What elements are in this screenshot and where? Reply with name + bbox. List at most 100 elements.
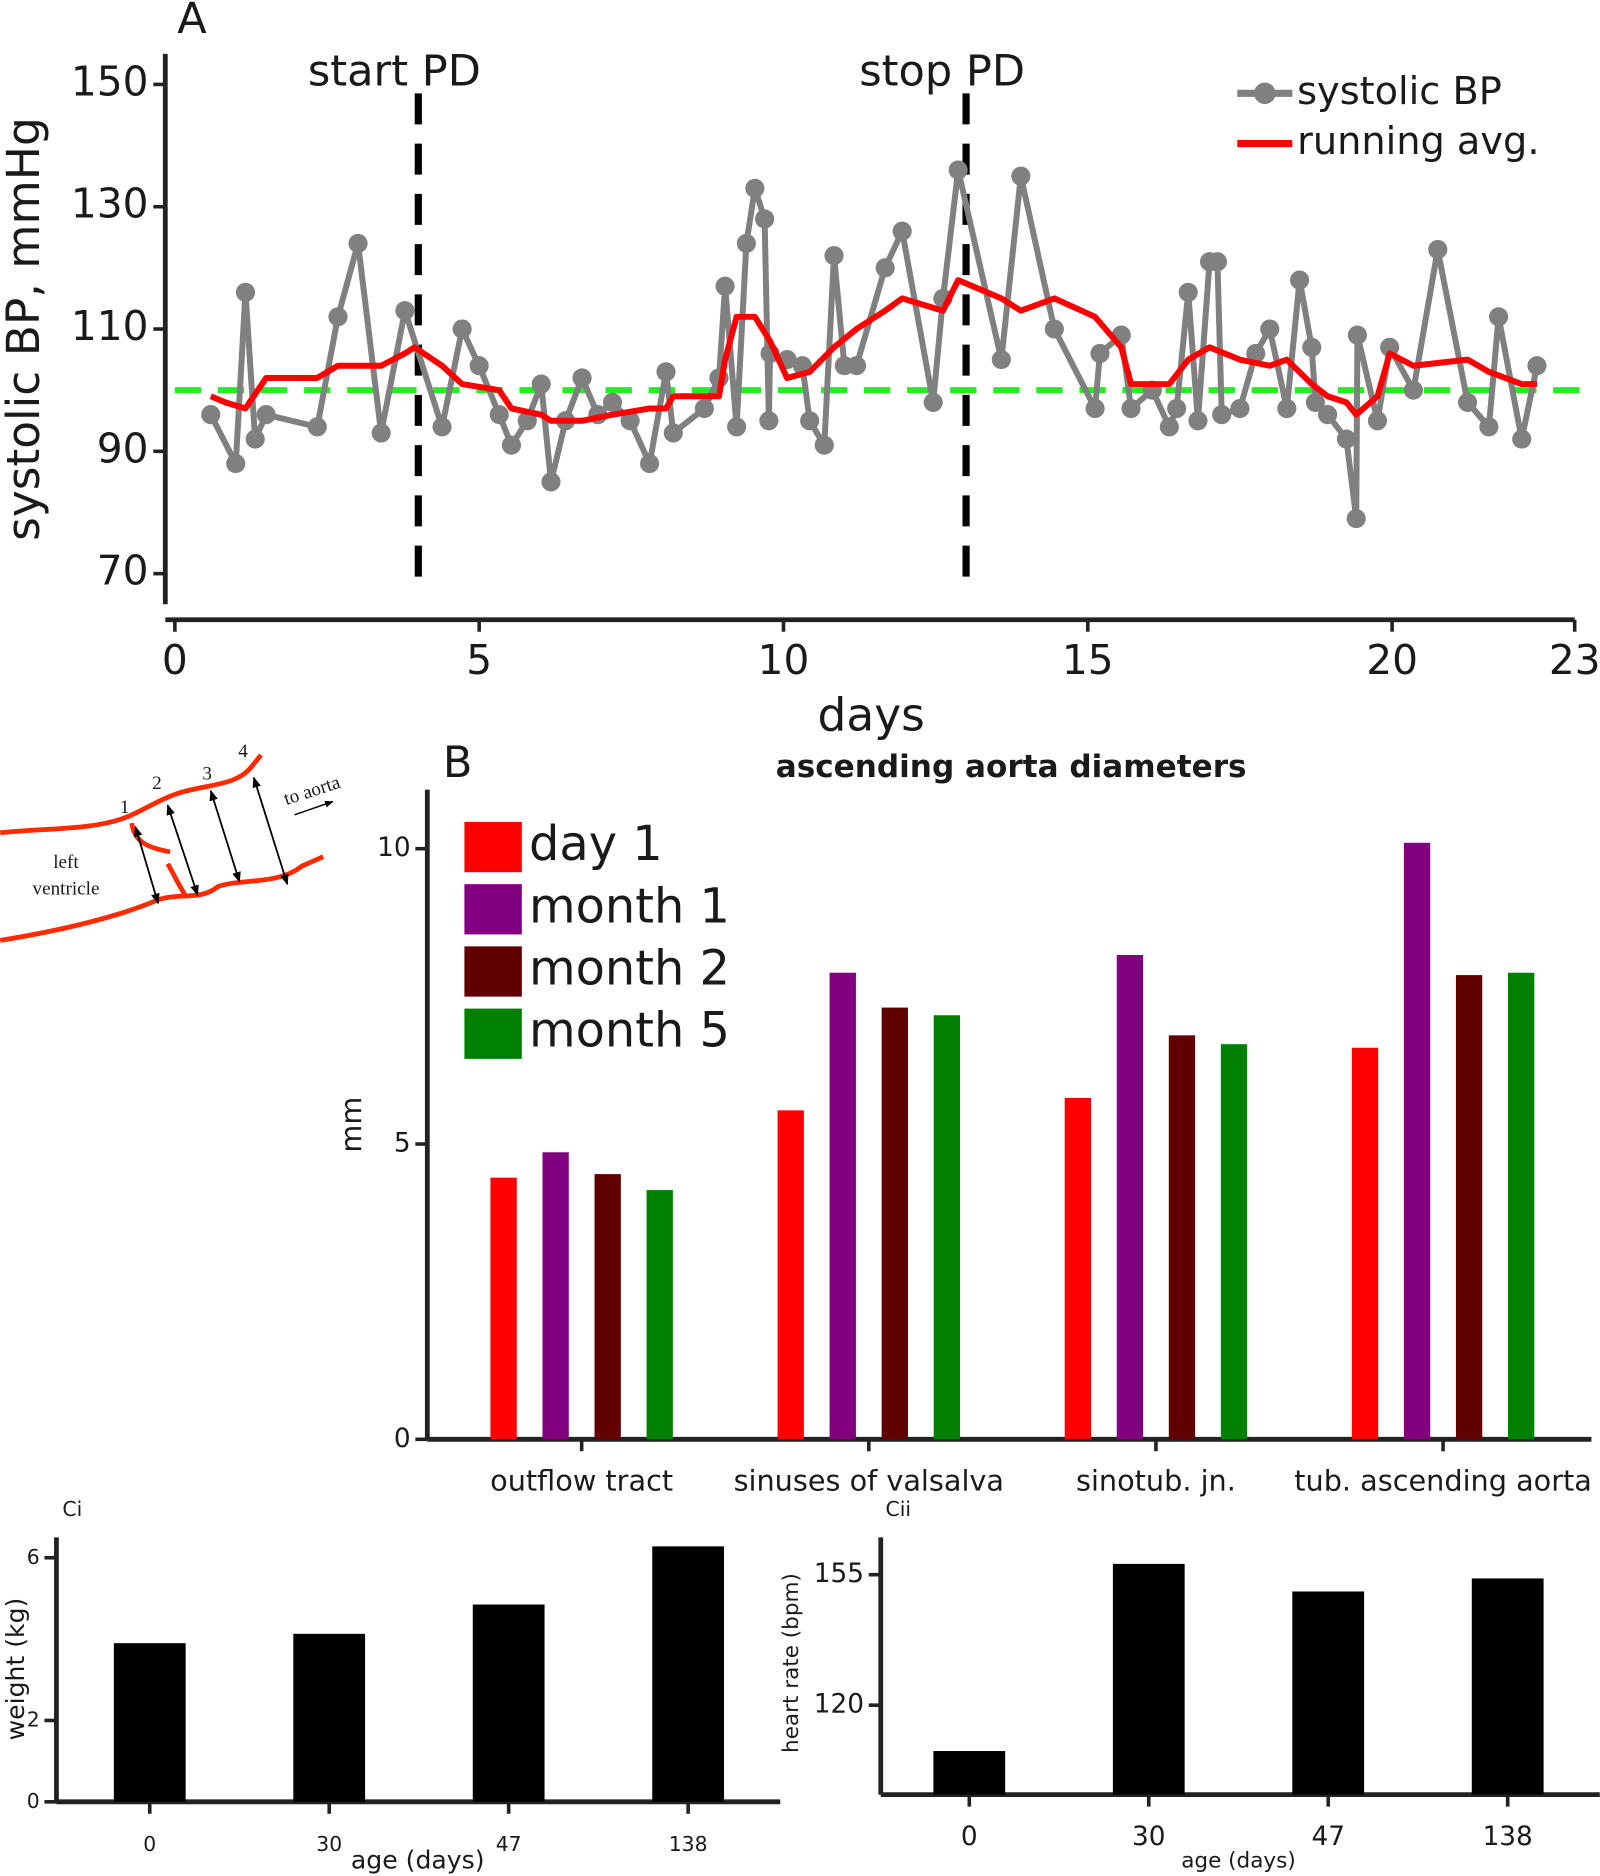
y-tick-label: 6	[27, 1545, 40, 1569]
data-point	[1428, 239, 1448, 260]
data-point	[1457, 392, 1478, 412]
data-point	[371, 423, 391, 443]
segment-number: 2	[152, 773, 162, 794]
x-tick-label: 23	[1549, 636, 1600, 684]
data-point	[1336, 429, 1357, 449]
y-tick-label: 120	[814, 1690, 864, 1720]
data-point	[755, 209, 775, 229]
x-axis-label: age (days)	[1181, 1849, 1296, 1874]
y-tick-label: 150	[71, 57, 149, 105]
data-point	[489, 405, 509, 425]
bar	[1292, 1591, 1365, 1795]
data-point	[1302, 337, 1322, 357]
data-point	[201, 405, 221, 425]
bar	[881, 1007, 908, 1440]
bar	[652, 1546, 725, 1802]
legend-swatch	[464, 821, 522, 873]
data-point	[875, 258, 895, 278]
panel-label: Ci	[62, 1497, 82, 1521]
x-tick-label: sinuses of valsalva	[734, 1463, 1004, 1497]
data-point	[501, 435, 522, 455]
measure-arrow	[134, 825, 160, 905]
y-axis-label: weight (kg)	[1, 1598, 30, 1741]
panel-label: B	[443, 738, 473, 788]
x-tick-label: 5	[466, 636, 492, 684]
x-tick-label: 15	[1062, 636, 1114, 684]
x-tick-label: 20	[1366, 636, 1418, 684]
segment-number: 3	[202, 764, 212, 785]
data-point	[948, 160, 968, 180]
data-point	[1246, 343, 1266, 364]
data-point	[1207, 252, 1228, 272]
data-point	[245, 429, 265, 449]
legend-label: month 2	[529, 942, 730, 997]
bar	[1471, 1578, 1544, 1795]
x-tick-label: sinotub. jn.	[1076, 1463, 1236, 1497]
y-axis-label: mm	[334, 1097, 368, 1153]
x-tick-label: 0	[162, 636, 188, 684]
data-point	[1277, 398, 1297, 419]
direction-arrow	[294, 800, 334, 816]
data-point	[640, 453, 660, 474]
data-point	[1290, 270, 1310, 290]
panel-label: A	[177, 0, 207, 44]
data-point	[1260, 319, 1280, 339]
segment-number: 4	[238, 741, 248, 762]
bar	[594, 1174, 621, 1440]
legend-label: day 1	[529, 817, 663, 872]
x-tick-label: 0	[143, 1832, 156, 1856]
y-axis-label: systolic BP, mmHg	[0, 117, 50, 541]
chart-title: ascending aorta diameters	[776, 749, 1247, 785]
data-point	[328, 307, 348, 327]
data-point	[759, 411, 779, 431]
data-point	[736, 233, 756, 253]
bar	[646, 1190, 673, 1440]
bar	[933, 1751, 1006, 1795]
data-point	[663, 423, 683, 443]
legend-swatch	[464, 1008, 522, 1059]
legend-swatch	[464, 946, 522, 997]
data-point	[814, 435, 834, 455]
panel-label: Cii	[886, 1497, 912, 1521]
bar	[1351, 1047, 1379, 1440]
data-point	[602, 392, 623, 412]
x-tick-label: 47	[496, 1832, 522, 1856]
data-point	[1178, 282, 1198, 302]
y-tick-label: 90	[97, 424, 149, 472]
data-point	[226, 453, 246, 474]
series-line	[209, 277, 1537, 424]
bar	[1116, 955, 1144, 1440]
legend-label: running avg.	[1297, 119, 1539, 164]
data-point	[1167, 398, 1187, 419]
data-point	[572, 368, 592, 388]
bar	[542, 1152, 569, 1440]
y-axis-label: heart rate (bpm)	[779, 1573, 804, 1753]
y-tick-label: 0	[394, 1424, 411, 1454]
bar	[113, 1643, 186, 1802]
data-point	[1212, 405, 1232, 425]
bar	[829, 972, 856, 1440]
x-tick-label: 138	[1483, 1822, 1533, 1852]
measure-arrow	[166, 804, 199, 896]
series-line	[208, 167, 1540, 522]
x-tick-label: 30	[316, 1832, 342, 1856]
data-point	[1403, 380, 1423, 400]
aorta-diagram: 1 2 3 4 to aorta left ventricle	[0, 741, 343, 943]
segment-number: 1	[120, 797, 130, 818]
x-tick-label: 30	[1132, 1822, 1165, 1852]
data-point	[541, 472, 561, 492]
x-tick-label: outflow tract	[490, 1463, 673, 1497]
legend-label: month 5	[529, 1004, 730, 1059]
data-point	[715, 276, 735, 296]
chamber-label: left	[53, 852, 79, 873]
data-point	[846, 356, 867, 376]
legend-marker	[1254, 82, 1276, 105]
bar	[1455, 975, 1483, 1440]
bar	[490, 1177, 517, 1440]
data-point	[694, 398, 714, 419]
event-label: stop PD	[859, 47, 1025, 97]
measure-arrow	[209, 789, 241, 883]
x-tick-label: 0	[961, 1822, 978, 1852]
